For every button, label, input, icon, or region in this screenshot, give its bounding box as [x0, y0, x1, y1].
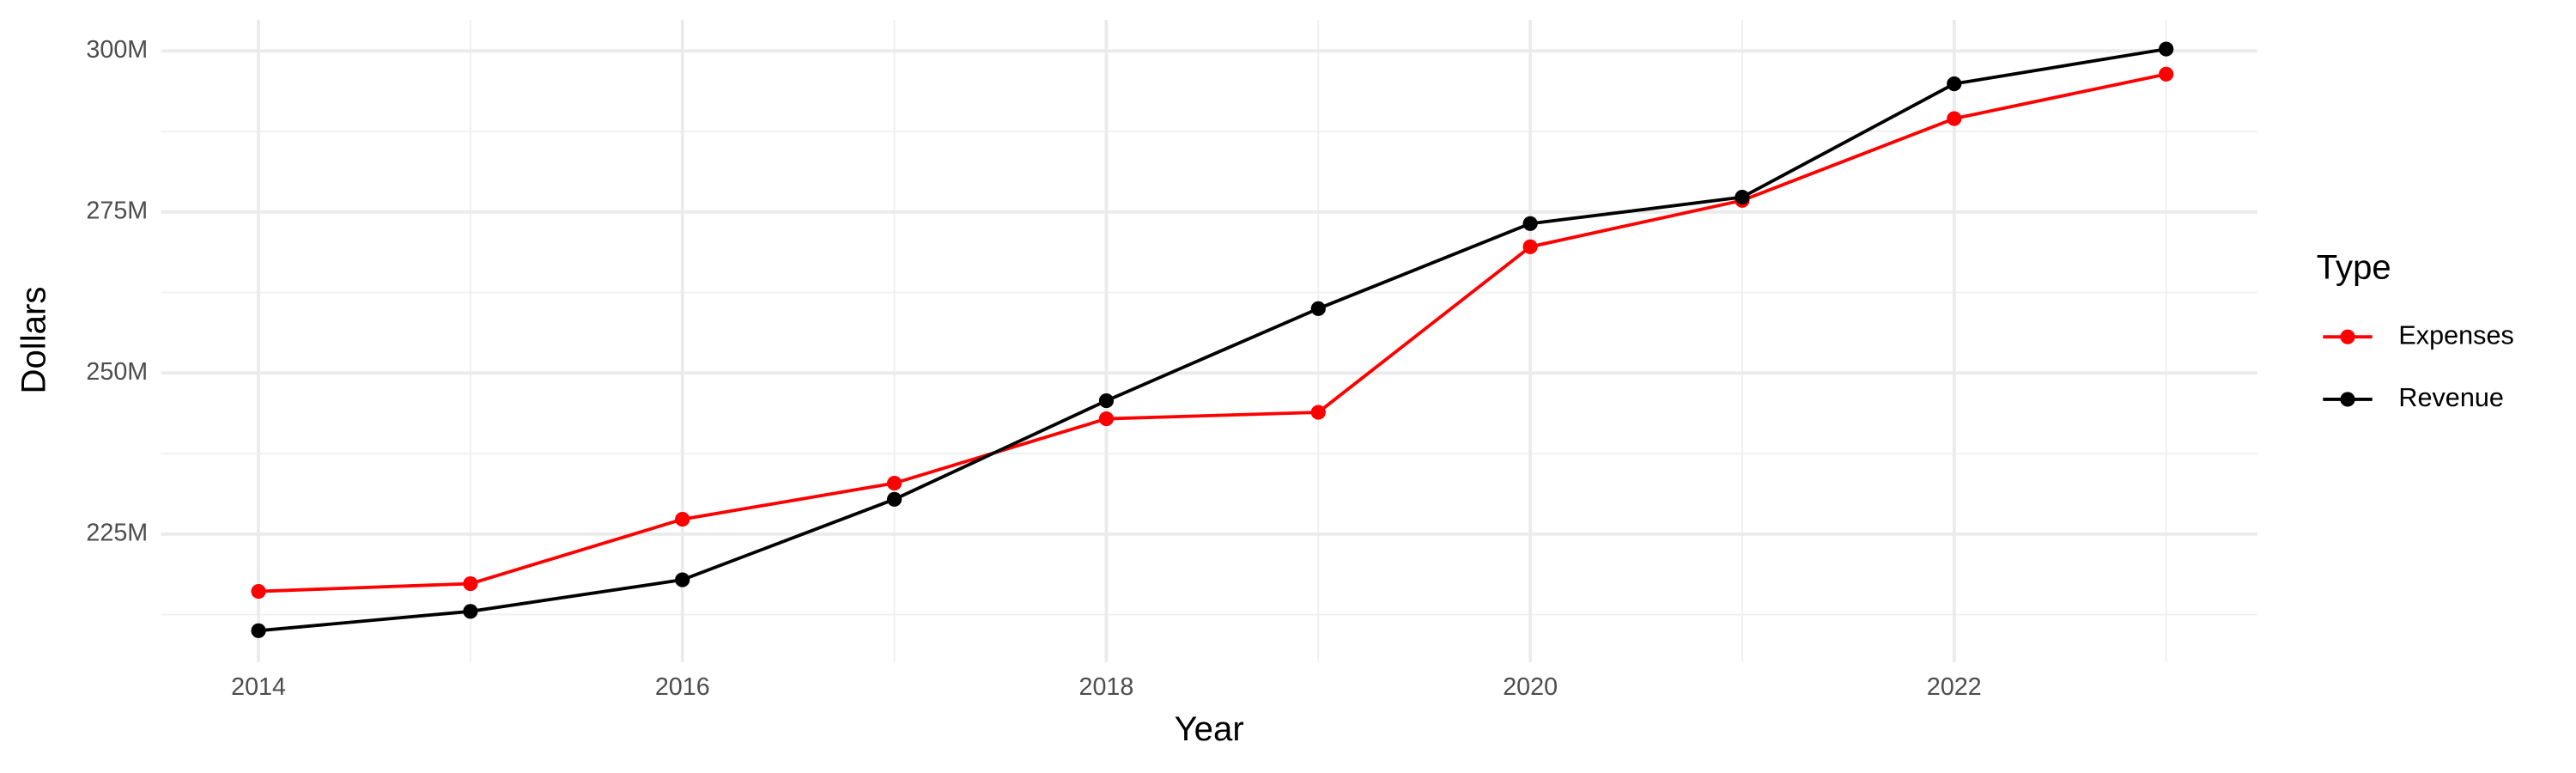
point — [886, 475, 902, 491]
x-tick-label: 2014 — [231, 673, 286, 701]
line — [258, 47, 2166, 633]
point — [251, 583, 266, 600]
point — [2159, 41, 2174, 57]
y-axis-title: Dollars — [15, 287, 53, 394]
legend-label: Revenue — [2398, 383, 2504, 412]
point — [1098, 411, 1115, 427]
legend-point — [2340, 392, 2355, 407]
y-tick-label: 225M — [86, 519, 148, 546]
x-tick-label: 2016 — [655, 673, 710, 701]
y-tick-label: 300M — [86, 36, 148, 64]
legend-title: Type — [2317, 247, 2391, 286]
x-tick-label: 2022 — [1927, 673, 1982, 701]
point — [251, 623, 266, 638]
point — [1522, 239, 1538, 254]
point — [463, 575, 478, 592]
point — [675, 511, 690, 527]
legend-point — [2340, 329, 2355, 344]
x-tick-label: 2018 — [1079, 673, 1134, 701]
point — [1310, 301, 1326, 316]
line — [258, 72, 2167, 593]
y-tick-label: 250M — [86, 358, 148, 386]
x-axis-title: Year — [1175, 709, 1244, 748]
point — [675, 572, 690, 587]
point — [2159, 66, 2174, 82]
point — [1310, 405, 1326, 420]
point — [1947, 76, 1962, 92]
point — [1098, 393, 1115, 409]
point — [886, 491, 902, 507]
point — [1522, 216, 1538, 231]
point — [1735, 189, 1750, 205]
point — [1947, 111, 1962, 126]
y-tick-label: 275M — [86, 197, 148, 224]
legend-label: Expenses — [2398, 320, 2513, 350]
point — [463, 604, 478, 619]
x-tick-label: 2020 — [1503, 673, 1558, 701]
